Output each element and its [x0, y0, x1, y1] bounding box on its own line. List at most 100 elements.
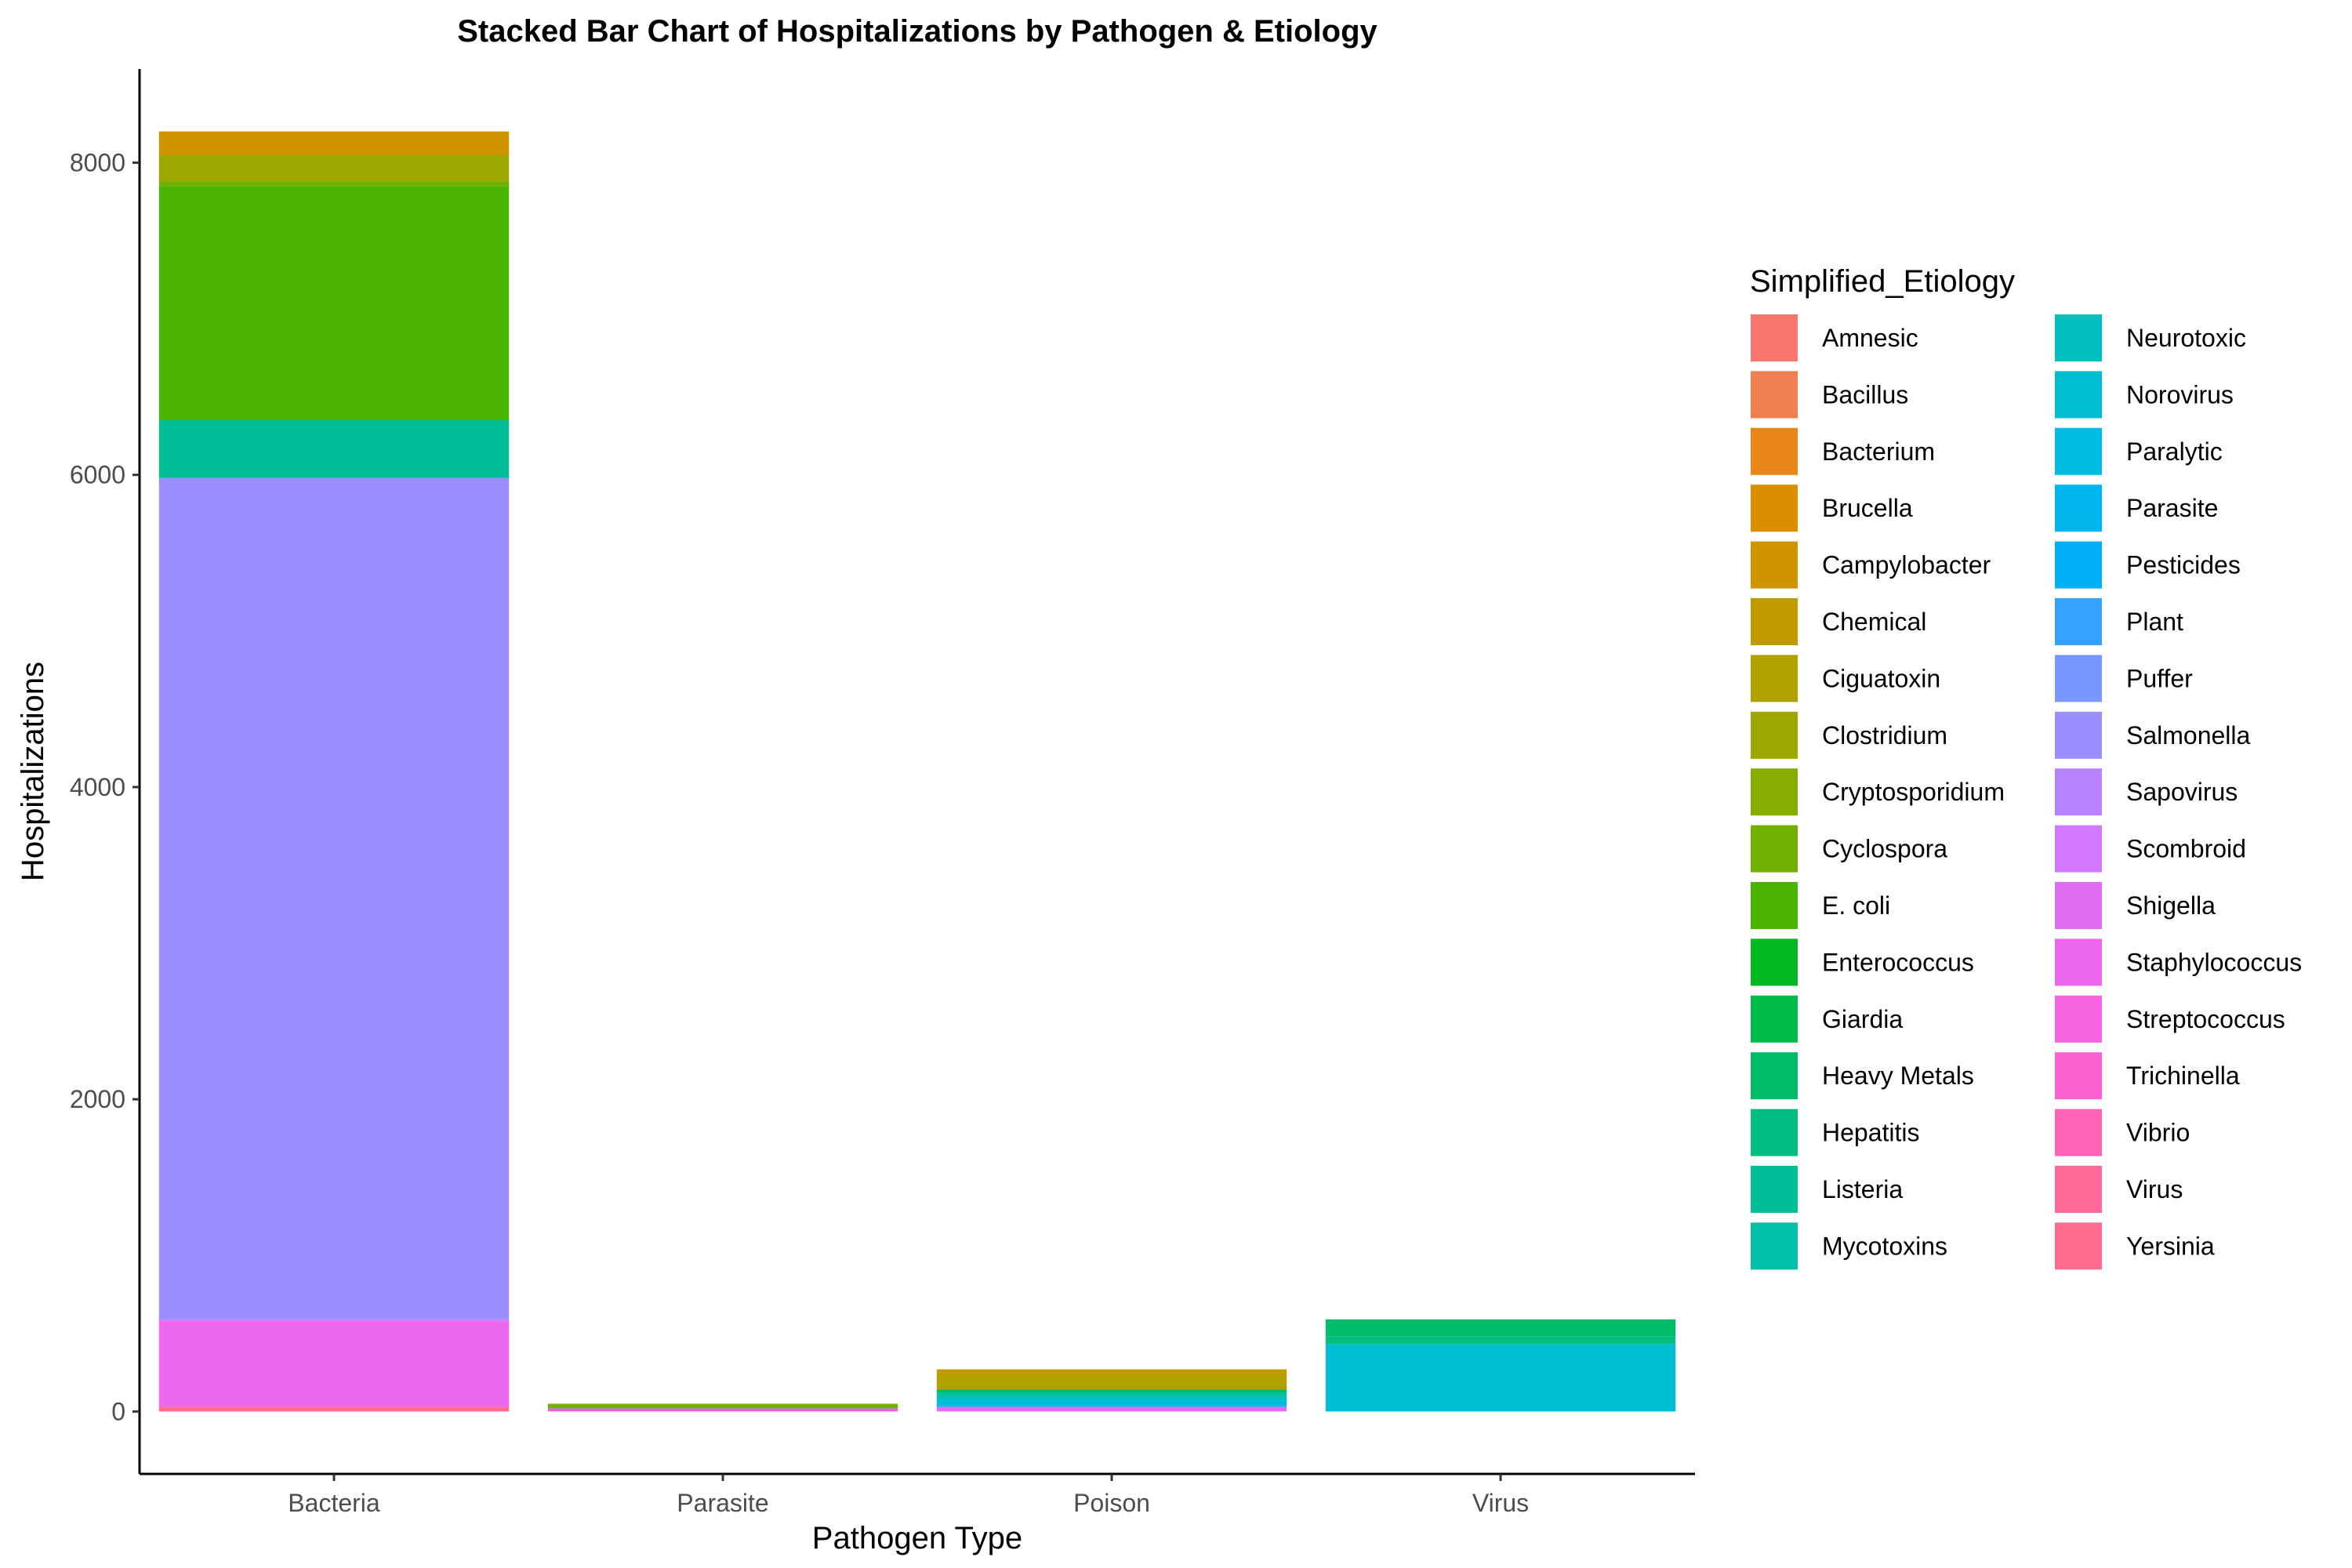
legend-label-ciguatoxin: Ciguatoxin	[1822, 664, 1940, 692]
legend-label-pesticides: Pesticides	[2126, 551, 2241, 579]
legend-swatch-listeria	[1749, 1164, 1799, 1214]
chart-title: Stacked Bar Chart of Hospitalizations by…	[457, 14, 1377, 49]
legend-swatch-cryptosporidium	[1749, 767, 1799, 818]
bar-segment-poison-mycotoxins	[936, 1392, 1287, 1398]
legend-label-campylobacter: Campylobacter	[1822, 551, 1991, 579]
legend-title: Simplified_Etiology	[1750, 264, 2015, 299]
legend-swatch-bacterium	[1749, 426, 1799, 477]
legend-swatch-sapovirus	[2053, 767, 2103, 818]
legend-swatch-salmonella	[2053, 710, 2103, 760]
bar-segment-bacteria-yersinia	[158, 1406, 510, 1412]
bar-segment-virus-hepatitis	[1325, 1336, 1676, 1345]
legend-label-virus: Virus	[2126, 1175, 2183, 1203]
legend-swatch-e-coli	[1749, 880, 1799, 931]
bar-segment-virus-norovirus	[1325, 1344, 1676, 1412]
bar-segment-parasite-giardia	[547, 1407, 898, 1409]
legend-swatch-cyclospora	[1749, 823, 1799, 874]
legend-label-giardia: Giardia	[1822, 1005, 1903, 1033]
legend-swatch-virus	[2053, 1164, 2103, 1214]
legend-swatch-amnesic	[1749, 313, 1799, 363]
legend-swatch-heavy-metals	[1749, 1051, 1799, 1102]
bar-segment-bacteria-e-coli	[158, 186, 510, 421]
bar-segment-bacteria-clostridium	[158, 154, 510, 182]
bar-segment-bacteria-staphylococcus	[158, 1320, 510, 1407]
legend-label-parasite: Parasite	[2126, 494, 2218, 522]
legend-label-yersinia: Yersinia	[2126, 1232, 2215, 1260]
bar-segment-parasite-cyclospora	[547, 1404, 898, 1408]
bar-segment-bacteria-scombroid	[158, 1319, 510, 1321]
legend-swatch-neurotoxic	[2053, 313, 2103, 363]
legend-label-heavy-metals: Heavy Metals	[1822, 1062, 1974, 1090]
legend-swatch-norovirus	[2053, 369, 2103, 420]
legend-swatch-trichinella	[2053, 1051, 2103, 1102]
legend-swatch-enterococcus	[1749, 937, 1799, 988]
legend-swatch-mycotoxins	[1749, 1221, 1799, 1272]
x-tick-label-bacteria: Bacteria	[288, 1489, 380, 1517]
legend-label-listeria: Listeria	[1822, 1175, 1903, 1203]
legend-label-chemical: Chemical	[1822, 608, 1926, 636]
legend-label-paralytic: Paralytic	[2126, 437, 2223, 466]
y-tick-label: 0	[111, 1397, 125, 1425]
y-tick-label: 2000	[70, 1085, 125, 1113]
bar-segment-poison-shigella	[936, 1406, 1287, 1412]
legend-label-plant: Plant	[2126, 608, 2183, 636]
legend-label-vibrio: Vibrio	[2126, 1119, 2190, 1147]
x-tick-label-poison: Poison	[1073, 1489, 1150, 1517]
legend-swatch-brucella	[1749, 483, 1799, 534]
bar-segment-parasite-trichinella	[547, 1408, 898, 1412]
legend-label-staphylococcus: Staphylococcus	[2126, 948, 2302, 976]
bar-segment-poison-heavy-metals	[936, 1389, 1287, 1393]
legend-swatch-staphylococcus	[2053, 937, 2103, 988]
legend-swatch-hepatitis	[1749, 1107, 1799, 1158]
legend-label-brucella: Brucella	[1822, 494, 1913, 522]
legend-swatch-pesticides	[2053, 539, 2103, 590]
legend-label-neurotoxic: Neurotoxic	[2126, 324, 2246, 352]
legend-label-mycotoxins: Mycotoxins	[1822, 1232, 1947, 1260]
legend-label-trichinella: Trichinella	[2126, 1062, 2240, 1090]
legend-label-shigella: Shigella	[2126, 891, 2216, 920]
bar-segment-bacteria-campylobacter	[158, 131, 510, 155]
bar-segment-parasite-cryptosporidium	[547, 1403, 898, 1405]
legend-swatch-giardia	[1749, 993, 1799, 1044]
bars	[158, 131, 1676, 1412]
y-tick-label: 8000	[70, 148, 125, 176]
legend-label-e-coli: E. coli	[1822, 891, 1890, 920]
legend-swatch-shigella	[2053, 880, 2103, 931]
x-tick-label-parasite: Parasite	[677, 1489, 768, 1517]
legend-label-bacillus: Bacillus	[1822, 380, 1908, 408]
legend-swatch-clostridium	[1749, 710, 1799, 760]
legend-label-salmonella: Salmonella	[2126, 721, 2251, 750]
legend-label-sapovirus: Sapovirus	[2126, 778, 2238, 806]
legend-swatch-streptococcus	[2053, 993, 2103, 1044]
legend-label-hepatitis: Hepatitis	[1822, 1119, 1920, 1147]
legend-label-cyclospora: Cyclospora	[1822, 835, 1947, 863]
legend-label-amnesic: Amnesic	[1822, 324, 1918, 352]
bar-segment-virus-heavy-metals	[1325, 1319, 1676, 1337]
legend-label-bacterium: Bacterium	[1822, 437, 1935, 466]
bar-segment-bacteria-listeria	[158, 420, 510, 478]
bar-segment-poison-chemical	[936, 1369, 1287, 1376]
y-tick-label: 6000	[70, 461, 125, 489]
legend-label-clostridium: Clostridium	[1822, 721, 1947, 750]
legend-swatch-parasite	[2053, 483, 2103, 534]
legend-label-streptococcus: Streptococcus	[2126, 1005, 2285, 1033]
bar-segment-poison-ciguatoxin	[936, 1375, 1287, 1390]
legend-label-enterococcus: Enterococcus	[1822, 948, 1974, 976]
y-axis-title: Hospitalizations	[16, 662, 50, 881]
legend-label-puffer: Puffer	[2126, 664, 2193, 692]
x-axis-title: Pathogen Type	[812, 1521, 1022, 1555]
x-tick-label-virus: Virus	[1472, 1489, 1529, 1517]
legend-swatch-paralytic	[2053, 426, 2103, 477]
y-tick-label: 4000	[70, 773, 125, 801]
legend-swatch-vibrio	[2053, 1107, 2103, 1158]
legend-label-cryptosporidium: Cryptosporidium	[1822, 778, 2005, 806]
bar-segment-poison-paralytic	[936, 1400, 1287, 1407]
legend-label-scombroid: Scombroid	[2126, 835, 2246, 863]
legend-swatch-bacillus	[1749, 369, 1799, 420]
legend-swatch-chemical	[1749, 597, 1799, 647]
x-axis-ticks: Bacteria Parasite Poison Virus	[288, 1474, 1529, 1517]
legend-swatch-puffer	[2053, 653, 2103, 704]
bar-segment-bacteria-salmonella	[158, 477, 510, 1319]
legend-swatch-campylobacter	[1749, 539, 1799, 590]
